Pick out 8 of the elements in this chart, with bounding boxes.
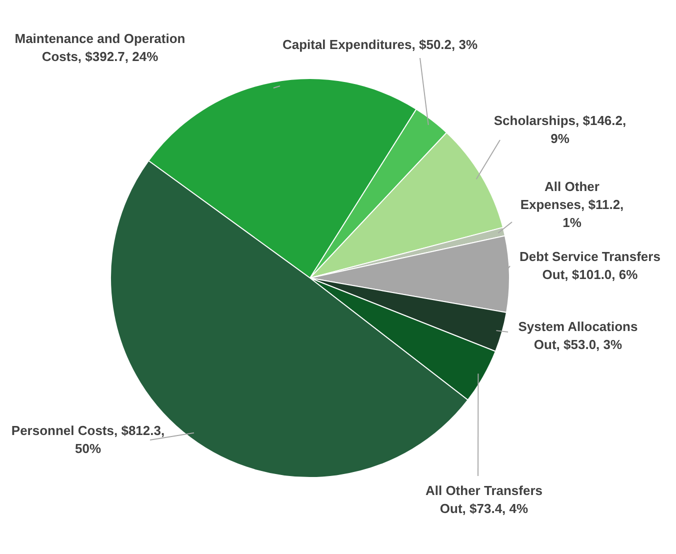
slice-label: All Other Expenses, $11.2, 1% (519, 178, 625, 232)
slice-label: System Allocations Out, $53.0, 3% (517, 318, 639, 354)
slice-label: All Other Transfers Out, $73.4, 4% (424, 482, 544, 518)
slice-label: Personnel Costs, $812.3, 50% (10, 422, 166, 458)
slice-label: Capital Expenditures, $50.2, 3% (281, 36, 479, 54)
slice-label: Maintenance and Operation Costs, $392.7, 24% (14, 30, 186, 66)
slice-label: Scholarships, $146.2, 9% (492, 112, 628, 148)
slice-label: Debt Service Transfers Out, $101.0, 6% (518, 248, 662, 284)
